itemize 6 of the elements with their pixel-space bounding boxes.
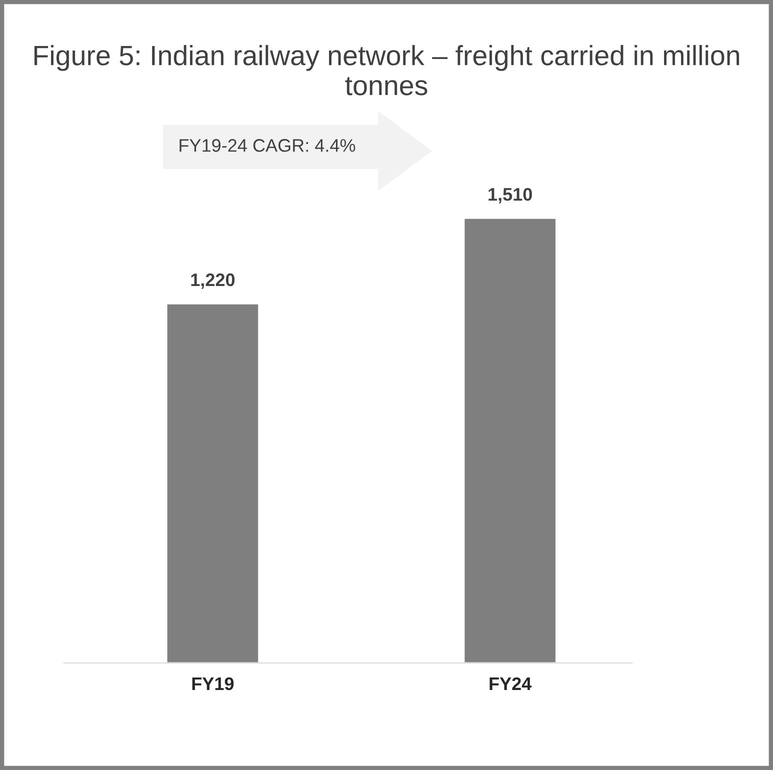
data-label: 1,220 (191, 273, 235, 289)
x-tick-label: FY24 (490, 677, 532, 690)
x-tick-label: FY19 (192, 677, 234, 690)
text: FY19-24 CAGR: 4.4% (180, 139, 356, 152)
data-label: 1,510 (488, 188, 532, 204)
chart-title: Figure 5: Indian railway network – freight carried in million tonnes (34, 45, 740, 96)
